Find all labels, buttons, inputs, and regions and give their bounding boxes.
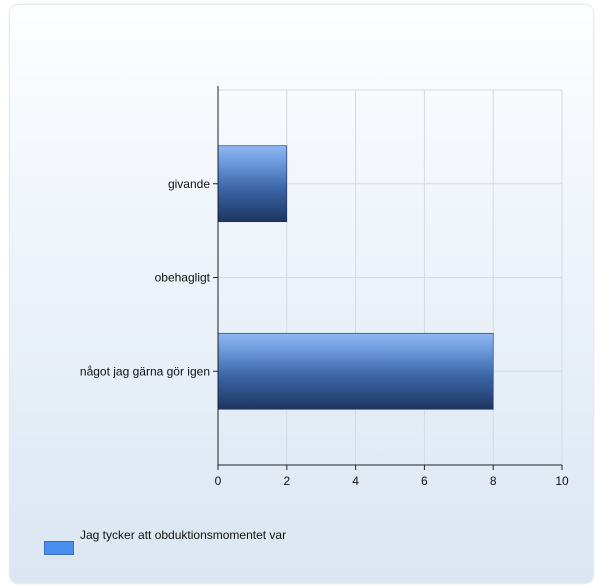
axes bbox=[213, 86, 563, 470]
bar-chart: 0 2 4 6 8 10 givande obehagligt något jag gärna … bbox=[80, 86, 569, 488]
y-tick-label: obehagligt bbox=[155, 271, 211, 285]
x-tick-label: 4 bbox=[352, 474, 359, 488]
legend: Jag tycker att obduktionsmomentet var bbox=[44, 529, 330, 555]
legend-label: Jag tycker att obduktionsmomentet var bbox=[80, 528, 287, 542]
x-tick-label: 2 bbox=[283, 474, 290, 488]
y-tick-label: något jag gärna gör igen bbox=[80, 364, 210, 378]
bars bbox=[217, 145, 494, 410]
bar-något-jag-gärna-gör-igen bbox=[217, 332, 494, 410]
x-tick-label: 10 bbox=[555, 474, 569, 488]
x-tick-label: 8 bbox=[490, 474, 497, 488]
bar-givande bbox=[217, 145, 288, 223]
y-tick-label: givande bbox=[168, 177, 210, 191]
chart-panel: 0 2 4 6 8 10 givande obehagligt något jag gärna … bbox=[10, 5, 593, 583]
tick-labels: 0 2 4 6 8 10 givande obehagligt något jag gärna … bbox=[80, 177, 569, 488]
x-tick-label: 0 bbox=[215, 474, 222, 488]
legend-swatch bbox=[44, 541, 74, 555]
x-tick-label: 6 bbox=[421, 474, 428, 488]
